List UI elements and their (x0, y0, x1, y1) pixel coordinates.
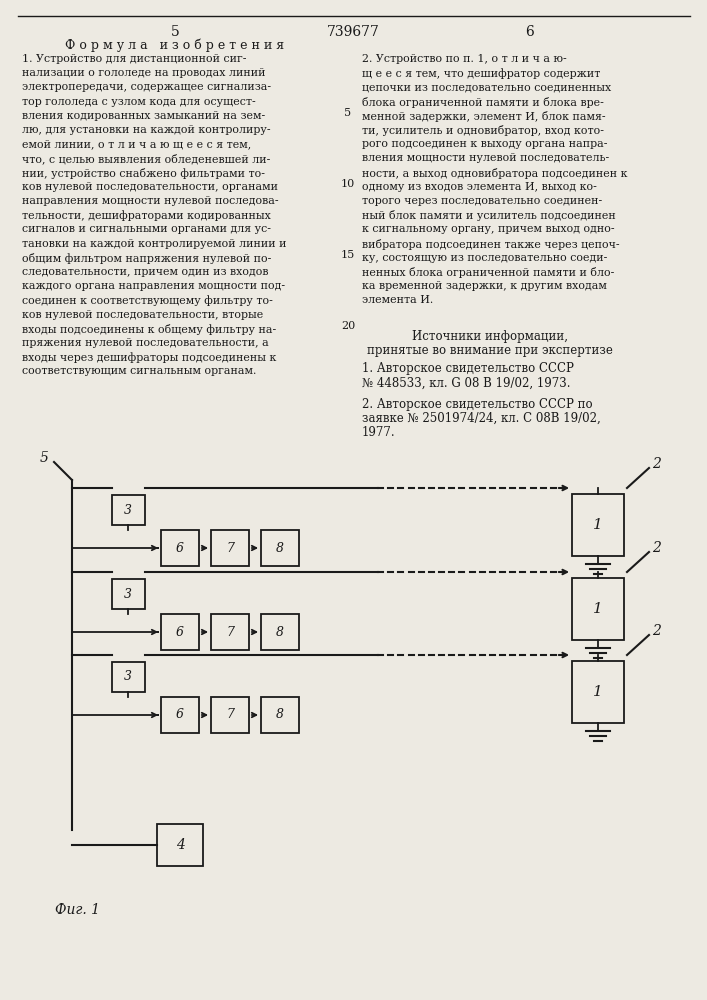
Text: ка временной задержки, к другим входам: ка временной задержки, к другим входам (362, 281, 607, 291)
Text: заявке № 2501974/24, кл. С 08В 19/02,: заявке № 2501974/24, кл. С 08В 19/02, (362, 412, 601, 425)
Text: ков нулевой последовательности, органами: ков нулевой последовательности, органами (22, 182, 278, 192)
Text: 10: 10 (341, 179, 355, 189)
Text: ти, усилитель и одновибратор, вход кото-: ти, усилитель и одновибратор, вход кото- (362, 125, 604, 136)
Text: следовательности, причем один из входов: следовательности, причем один из входов (22, 267, 269, 277)
Text: к сигнальному органу, причем выход одно-: к сигнальному органу, причем выход одно- (362, 224, 614, 234)
Text: емой линии, о т л и ч а ю щ е е с я тем,: емой линии, о т л и ч а ю щ е е с я тем, (22, 139, 251, 149)
Bar (572, 578, 624, 640)
Text: 1. Устройство для дистанционной сиг-: 1. Устройство для дистанционной сиг- (22, 54, 247, 64)
Bar (572, 494, 624, 556)
Text: 5: 5 (344, 108, 351, 118)
Bar (157, 824, 203, 866)
Text: 15: 15 (341, 250, 355, 260)
Text: 3: 3 (124, 587, 132, 600)
Text: 1. Авторское свидетельство СССР: 1. Авторское свидетельство СССР (362, 362, 574, 375)
Bar (112, 579, 144, 609)
Bar (112, 662, 144, 692)
Text: 7: 7 (226, 708, 234, 722)
Text: сигналов и сигнальными органами для ус-: сигналов и сигнальными органами для ус- (22, 224, 271, 234)
Text: рого подсоединен к выходу органа напра-: рого подсоединен к выходу органа напра- (362, 139, 607, 149)
Text: 3: 3 (124, 670, 132, 684)
Text: 6: 6 (176, 542, 184, 554)
Bar (261, 697, 299, 733)
Text: ненных блока ограниченной памяти и бло-: ненных блока ограниченной памяти и бло- (362, 267, 614, 278)
Text: каждого органа направления мощности под-: каждого органа направления мощности под- (22, 281, 285, 291)
Text: тор гололеда с узлом кода для осущест-: тор гололеда с узлом кода для осущест- (22, 97, 256, 107)
Text: 2: 2 (652, 457, 661, 471)
Text: тановки на каждой контролируемой линии и: тановки на каждой контролируемой линии и (22, 239, 286, 249)
Text: 2: 2 (652, 624, 661, 638)
Text: ку, состоящую из последовательно соеди-: ку, состоящую из последовательно соеди- (362, 253, 607, 263)
Text: блока ограниченной памяти и блока вре-: блока ограниченной памяти и блока вре- (362, 97, 604, 108)
Text: направления мощности нулевой последова-: направления мощности нулевой последова- (22, 196, 279, 206)
Text: 8: 8 (276, 708, 284, 722)
Text: ности, а выход одновибратора подсоединен к: ности, а выход одновибратора подсоединен… (362, 168, 628, 179)
Text: щ е е с я тем, что дешифратор содержит: щ е е с я тем, что дешифратор содержит (362, 68, 600, 79)
Text: 6: 6 (176, 626, 184, 639)
Text: одному из входов элемента И, выход ко-: одному из входов элемента И, выход ко- (362, 182, 597, 192)
Bar (211, 530, 249, 566)
Bar (112, 495, 144, 525)
Text: 8: 8 (276, 626, 284, 639)
Text: 1: 1 (593, 602, 603, 616)
Text: вления мощности нулевой последователь-: вления мощности нулевой последователь- (362, 153, 609, 163)
Text: торого через последовательно соединен-: торого через последовательно соединен- (362, 196, 602, 206)
Bar (161, 697, 199, 733)
Text: ков нулевой последовательности, вторые: ков нулевой последовательности, вторые (22, 310, 263, 320)
Bar (261, 530, 299, 566)
Text: менной задержки, элемент И, блок памя-: менной задержки, элемент И, блок памя- (362, 111, 606, 122)
Text: цепочки из последовательно соединенных: цепочки из последовательно соединенных (362, 82, 612, 92)
Text: лю, для установки на каждой контролиру-: лю, для установки на каждой контролиру- (22, 125, 271, 135)
Text: Фиг. 1: Фиг. 1 (55, 903, 100, 917)
Text: 3: 3 (124, 504, 132, 516)
Text: входы через дешифраторы подсоединены к: входы через дешифраторы подсоединены к (22, 352, 276, 363)
Text: входы подсоединены к общему фильтру на-: входы подсоединены к общему фильтру на- (22, 324, 276, 335)
Text: 5: 5 (170, 25, 180, 39)
Text: 6: 6 (176, 708, 184, 722)
Text: пряжения нулевой последовательности, а: пряжения нулевой последовательности, а (22, 338, 269, 348)
Text: ный блок памяти и усилитель подсоединен: ный блок памяти и усилитель подсоединен (362, 210, 616, 221)
Bar (572, 661, 624, 723)
Text: нии, устройство снабжено фильтрами то-: нии, устройство снабжено фильтрами то- (22, 168, 265, 179)
Text: Источники информации,: Источники информации, (412, 330, 568, 343)
Bar (211, 697, 249, 733)
Text: 20: 20 (341, 321, 355, 331)
Bar (211, 614, 249, 650)
Text: что, с целью выявления обледеневшей ли-: что, с целью выявления обледеневшей ли- (22, 153, 270, 164)
Text: 4: 4 (175, 838, 185, 852)
Text: 5: 5 (40, 451, 49, 465)
Text: Ф о р м у л а   и з о б р е т е н и я: Ф о р м у л а и з о б р е т е н и я (66, 38, 284, 51)
Text: вления кодированных замыканий на зем-: вления кодированных замыканий на зем- (22, 111, 265, 121)
Bar (261, 614, 299, 650)
Text: вибратора подсоединен также через цепоч-: вибратора подсоединен также через цепоч- (362, 239, 619, 250)
Text: 1: 1 (593, 518, 603, 532)
Text: соответствующим сигнальным органам.: соответствующим сигнальным органам. (22, 366, 257, 376)
Text: 2: 2 (652, 541, 661, 555)
Text: общим фильтром напряжения нулевой по-: общим фильтром напряжения нулевой по- (22, 253, 271, 264)
Text: 2. Авторское свидетельство СССР по: 2. Авторское свидетельство СССР по (362, 398, 592, 411)
Text: 7: 7 (226, 542, 234, 554)
Bar (161, 614, 199, 650)
Text: 1977.: 1977. (362, 426, 396, 439)
Text: 1: 1 (593, 685, 603, 699)
Text: нализации о гололеде на проводах линий: нализации о гололеде на проводах линий (22, 68, 266, 78)
Text: элемента И.: элемента И. (362, 295, 433, 305)
Text: тельности, дешифраторами кодированных: тельности, дешифраторами кодированных (22, 210, 271, 221)
Text: 8: 8 (276, 542, 284, 554)
Text: электропередачи, содержащее сигнализа-: электропередачи, содержащее сигнализа- (22, 82, 271, 92)
Bar (161, 530, 199, 566)
Text: 6: 6 (525, 25, 534, 39)
Text: № 448533, кл. G 08 В 19/02, 1973.: № 448533, кл. G 08 В 19/02, 1973. (362, 377, 571, 390)
Text: 739677: 739677 (327, 25, 380, 39)
Text: соединен к соответствующему фильтру то-: соединен к соответствующему фильтру то- (22, 295, 273, 306)
Text: 2. Устройство по п. 1, о т л и ч а ю-: 2. Устройство по п. 1, о т л и ч а ю- (362, 54, 567, 64)
Text: принятые во внимание при экспертизе: принятые во внимание при экспертизе (367, 344, 613, 357)
Text: 7: 7 (226, 626, 234, 639)
